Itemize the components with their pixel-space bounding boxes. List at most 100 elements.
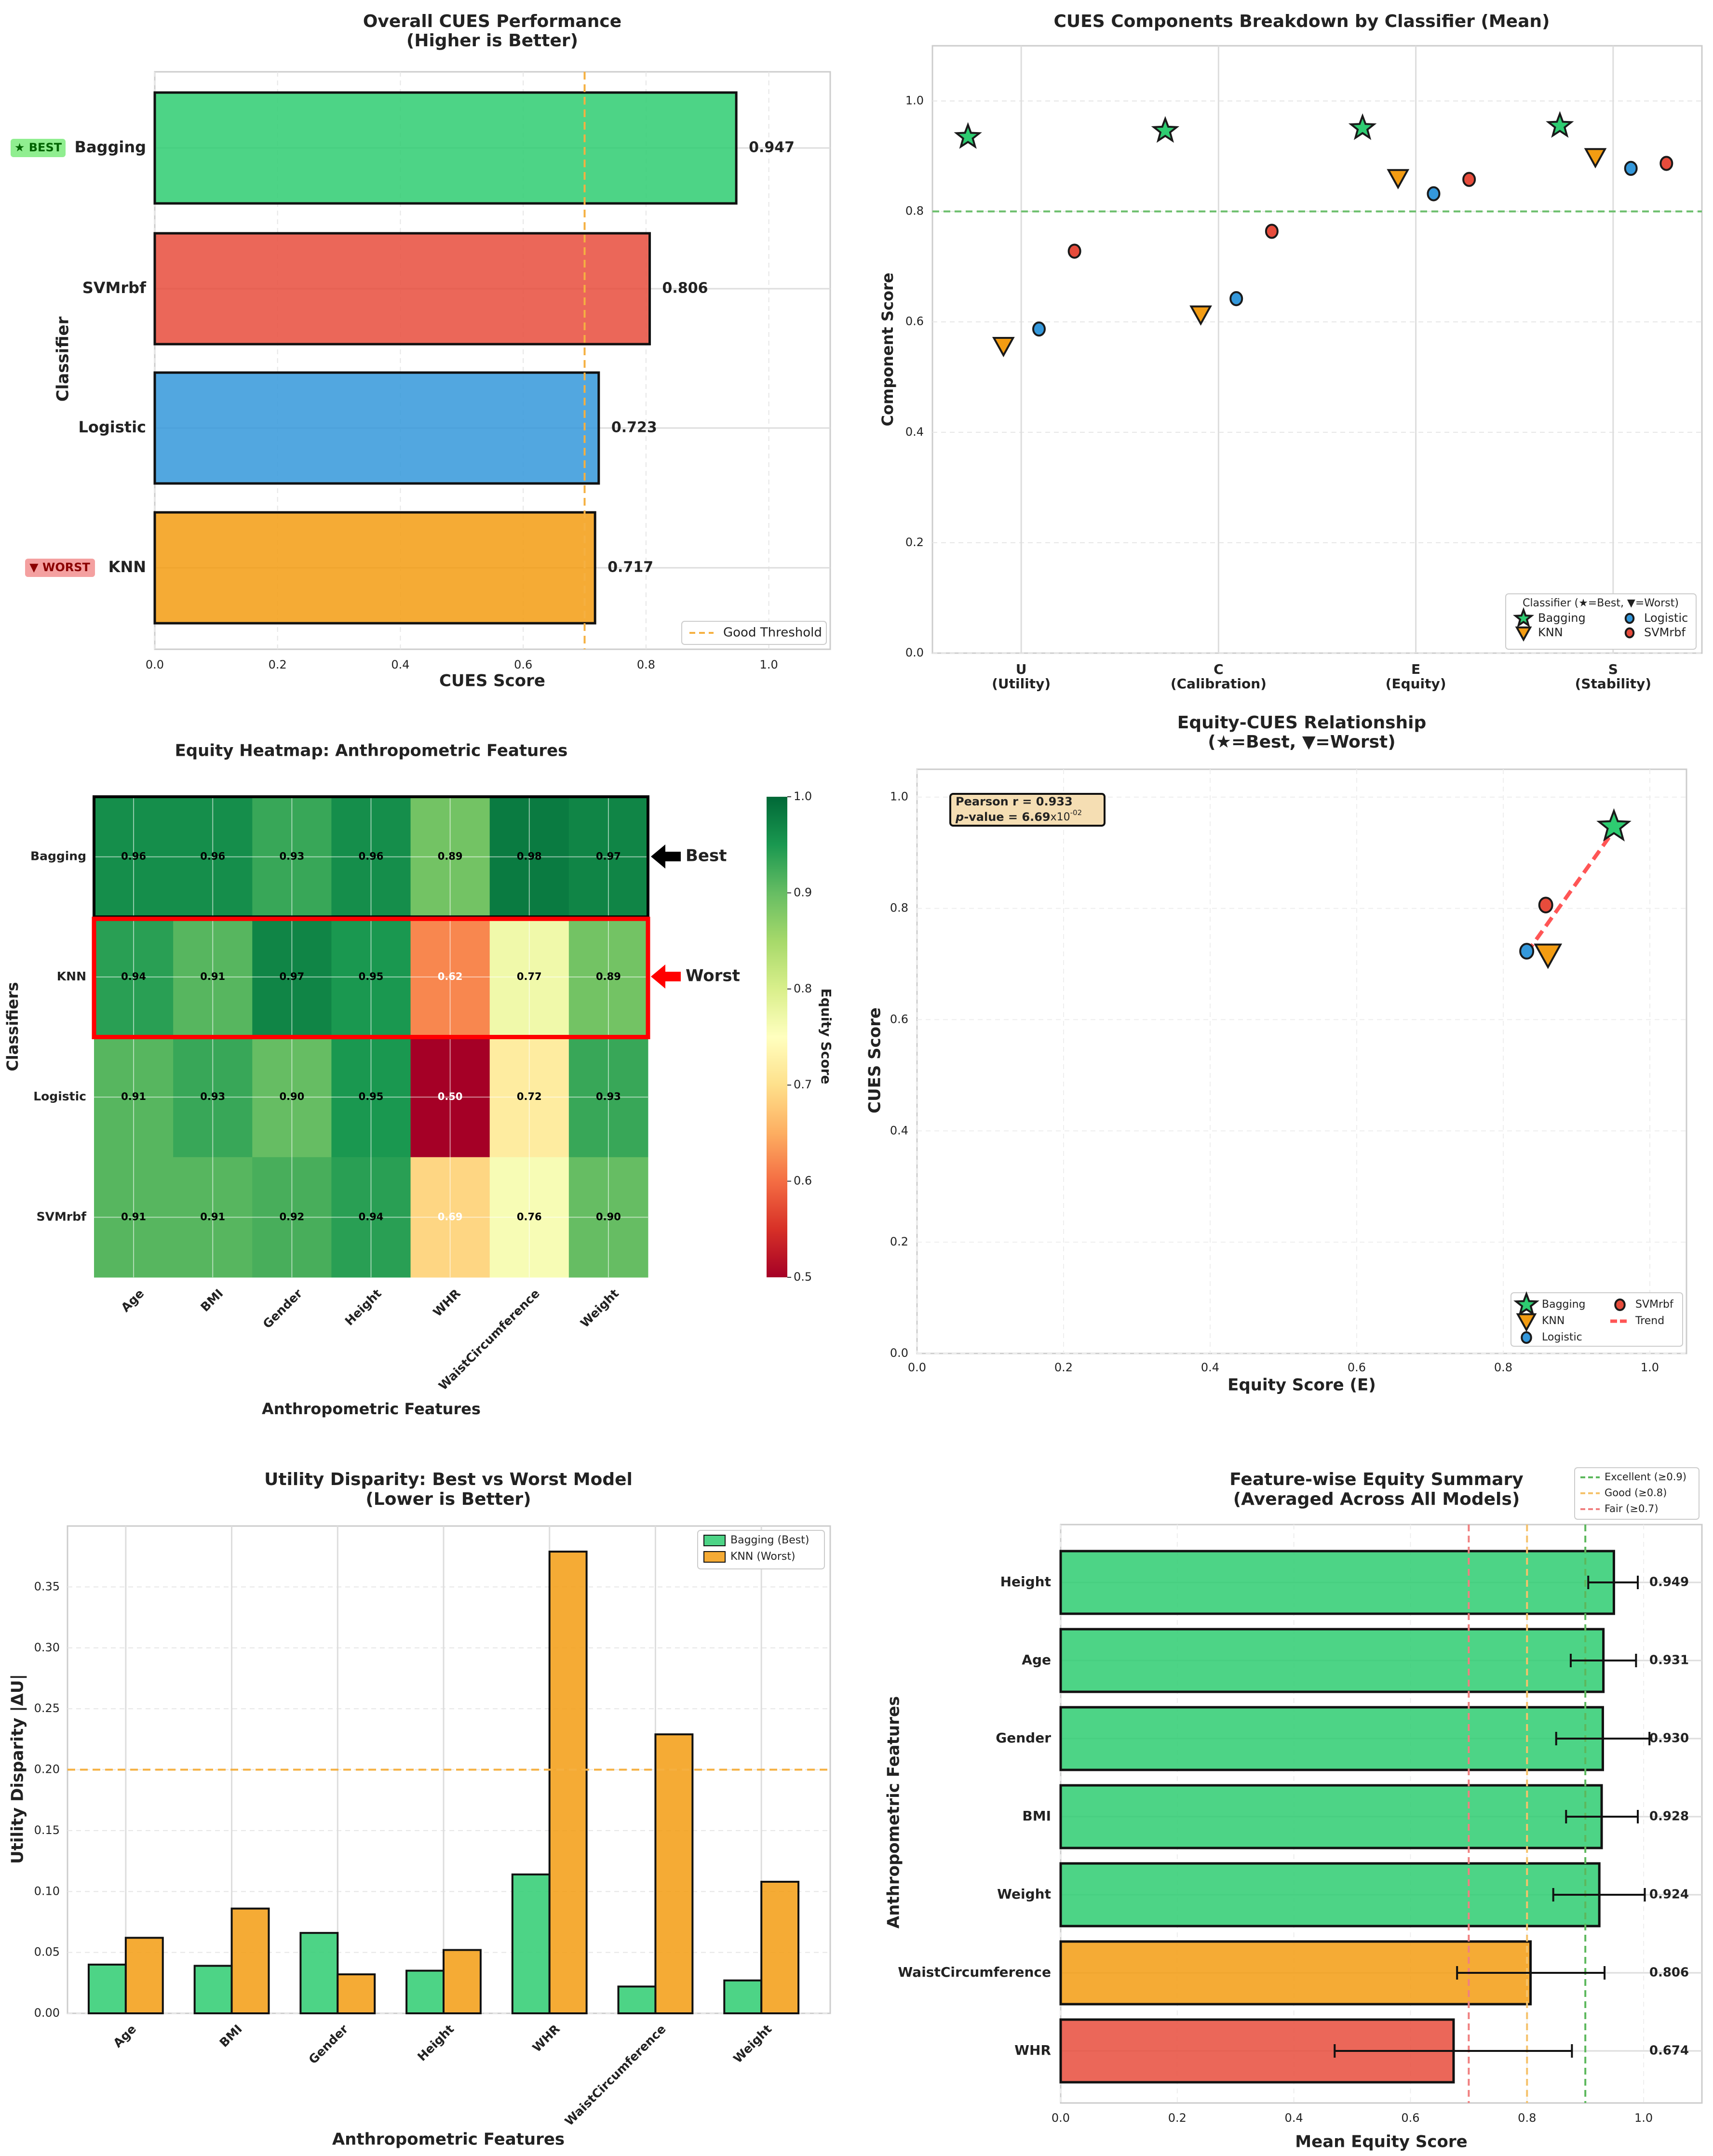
- point-SVMrbf: [1659, 156, 1673, 171]
- x-tick-label: Gender: [260, 1286, 305, 1331]
- x-tick-label: WHR: [430, 1286, 463, 1319]
- p-value-p: p: [955, 810, 964, 824]
- cell-value: 0.96: [359, 851, 384, 862]
- bar-BMI: [1059, 1784, 1603, 1849]
- bar-Bagging-Age: [87, 1963, 127, 2014]
- legend-label: Logistic: [1542, 1331, 1582, 1343]
- value-label: 0.931: [1649, 1653, 1689, 1668]
- cell-value: 0.93: [596, 1091, 621, 1102]
- point-Logistic: [1229, 291, 1243, 307]
- y-tick-label: 0.6: [905, 315, 924, 328]
- trend-line: [1525, 829, 1616, 954]
- y-axis-label: Classifiers: [3, 982, 22, 1071]
- point-Logistic: [1427, 186, 1441, 201]
- chart-title: Utility Disparity: Best vs Worst Model: [264, 1470, 633, 1489]
- point-Logistic: [1032, 321, 1046, 337]
- cell-value: 0.72: [517, 1091, 542, 1102]
- x-tick-label: Gender: [306, 2022, 351, 2066]
- x-tick-label: WHR: [530, 2022, 563, 2055]
- legend-label: Fair (≥0.7): [1605, 1503, 1659, 1514]
- p-value-x10: x10: [1051, 811, 1070, 823]
- bar-KNN-WaistCircumference: [654, 1733, 694, 2014]
- bar-Age: [1059, 1628, 1605, 1693]
- y-tick-label: 0.00: [34, 2006, 60, 2020]
- legend-label: Good (≥0.8): [1605, 1487, 1667, 1499]
- cell-value: 0.95: [359, 971, 384, 982]
- y-tick-label: 0.30: [34, 1641, 60, 1654]
- value-label: 0.930: [1649, 1731, 1689, 1746]
- x-tick-label: 0.8: [1494, 1361, 1512, 1374]
- x-tick-label: 0.6: [514, 658, 532, 671]
- x-tick-label: 0.2: [269, 658, 287, 671]
- x-tick-label: 1.0: [1641, 1361, 1659, 1374]
- legend-marker-Logistic: [1521, 1331, 1532, 1344]
- x-tick-label: 0.8: [1518, 2111, 1536, 2125]
- best-badge: [11, 139, 66, 157]
- bar-Bagging-BMI: [193, 1965, 233, 2014]
- x-tick-label: 0.2: [1168, 2111, 1187, 2125]
- x-tick-name: (Equity): [1386, 676, 1446, 692]
- x-tick-code: S: [1608, 661, 1618, 677]
- worst-annotation: Worst: [686, 966, 740, 986]
- point-KNN: [1387, 169, 1410, 189]
- x-tick-label: 0.2: [1054, 1361, 1073, 1374]
- colorbar-tick-label: 0.6: [794, 1174, 812, 1188]
- x-axis-label: Anthropometric Features: [262, 1400, 481, 1418]
- chart-subtitle: (Lower is Better): [365, 1489, 531, 1509]
- y-tick-label: Bagging: [75, 138, 146, 156]
- cell-value: 0.91: [200, 1211, 225, 1222]
- cell-value: 0.96: [200, 851, 225, 862]
- bar-KNN-Height: [443, 1949, 482, 2015]
- y-tick-label: 0.4: [905, 425, 924, 439]
- cell-value: 0.50: [438, 1091, 463, 1102]
- value-label: 0.806: [1649, 1966, 1689, 1980]
- x-tick-label: WaistCircumference: [562, 2022, 669, 2129]
- point-Bagging: [954, 122, 982, 149]
- y-axis-label: CUES Score: [865, 1007, 885, 1113]
- bar-Bagging-WHR: [511, 1873, 551, 2014]
- x-tick-label: Height: [415, 2022, 457, 2064]
- value-label: 0.924: [1649, 1888, 1689, 1902]
- legend-marker-SVMrbf: [1614, 1298, 1626, 1312]
- equity-cues-scatter: 0.00.0 0.2 0.2 0.4 0.4 0.6 0.6 0.8 0.8 1.0 1.0 Pear…: [865, 713, 1687, 1395]
- x-tick-code: E: [1411, 661, 1420, 677]
- point-SVMrbf: [1462, 172, 1476, 187]
- chart-title: Feature-wise Equity Summary: [1229, 1470, 1523, 1489]
- legend: [697, 1530, 825, 1569]
- point-KNN: [1189, 305, 1212, 326]
- value-label: 0.723: [611, 419, 657, 436]
- colorbar-tick-label: 0.8: [794, 982, 812, 995]
- legend-swatch: [703, 1551, 726, 1563]
- y-tick-label: 1.0: [905, 94, 924, 107]
- legend-marker-KNN: [1516, 1313, 1537, 1332]
- cell-value: 0.96: [121, 851, 146, 862]
- cell-value: 0.77: [517, 971, 542, 982]
- x-tick-label: 0.4: [391, 658, 409, 671]
- utility-disparity-chart: 0.00 0.05 0.10 0.15 0.20 0.25 0.30 0.35 Age BMI Ge…: [8, 1470, 831, 2149]
- cell-value: 0.94: [121, 971, 146, 982]
- y-tick-label: 0.20: [34, 1763, 60, 1776]
- chart-title: Overall CUES Performance: [363, 12, 621, 31]
- cell-value: 0.94: [359, 1211, 384, 1222]
- y-tick-label: Bagging: [30, 849, 86, 863]
- colorbar-tick-label: 0.9: [794, 885, 812, 899]
- x-tick-label: 0.0: [908, 1361, 926, 1374]
- bar-KNN-Weight: [760, 1881, 800, 2015]
- cell-value: 0.91: [121, 1091, 146, 1102]
- x-tick-label: BMI: [198, 1286, 226, 1314]
- chart-title: Equity Heatmap: Anthropometric Features: [175, 741, 568, 761]
- x-axis-label: Equity Score (E): [1227, 1376, 1376, 1395]
- value-label: 0.806: [662, 280, 708, 297]
- cell-value: 0.76: [517, 1211, 542, 1222]
- value-label: 0.674: [1649, 2044, 1689, 2058]
- cell-value: 0.93: [200, 1091, 225, 1102]
- cell-value: 0.90: [279, 1091, 304, 1102]
- bar-KNN-BMI: [230, 1907, 270, 2015]
- x-tick-label: 0.4: [1201, 1361, 1219, 1374]
- y-tick-label: 0.2: [890, 1235, 908, 1248]
- point-Logistic: [1519, 943, 1535, 960]
- x-tick-label: 0.0: [146, 658, 164, 671]
- x-tick-label: 0.6: [1348, 1361, 1366, 1374]
- best-annotation: Best: [686, 846, 727, 866]
- y-tick-label: WHR: [1014, 2042, 1051, 2058]
